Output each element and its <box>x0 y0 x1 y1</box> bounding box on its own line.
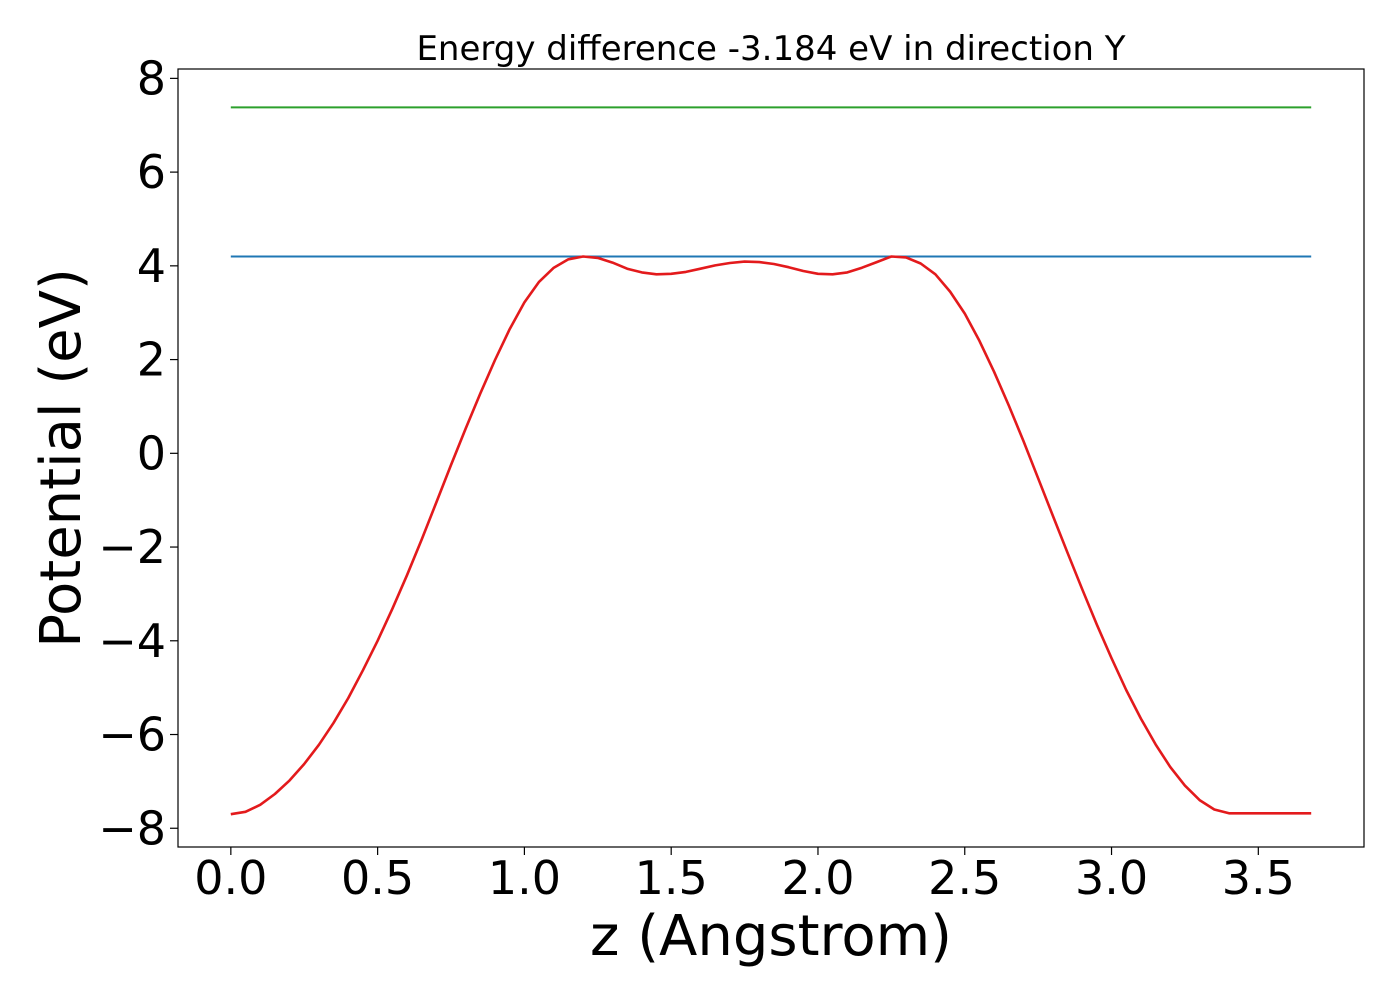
x-tick-label: 0.0 <box>194 851 267 905</box>
y-axis-label: Potential (eV) <box>29 268 94 648</box>
x-tick-label: 2.0 <box>781 851 854 905</box>
y-tick-label: 2 <box>137 333 166 387</box>
x-axis-label: z (Angstrom) <box>590 904 952 969</box>
x-axis-ticks: 0.0 0.5 1.0 1.5 2.0 2.5 3.0 3.5 <box>194 847 1295 905</box>
plot-frame <box>177 68 1365 848</box>
chart-title: Energy difference -3.184 eV in direction… <box>416 29 1125 69</box>
x-tick-label: 3.0 <box>1075 851 1148 905</box>
series-line-2 <box>230 255 1312 816</box>
x-tick-label: 1.0 <box>488 851 561 905</box>
x-tick-label: 3.5 <box>1222 851 1295 905</box>
x-tick-label: 2.5 <box>928 851 1001 905</box>
y-tick-label: 6 <box>137 145 166 199</box>
y-axis-ticks: −8 −6 −4 −2 0 2 4 6 8 <box>98 51 178 855</box>
y-tick-label: −4 <box>98 614 166 668</box>
y-tick-label: 4 <box>137 239 166 293</box>
x-tick-label: 0.5 <box>341 851 414 905</box>
y-tick-label: 8 <box>137 51 166 105</box>
y-tick-label: −8 <box>98 801 166 855</box>
series-layer <box>230 106 1312 816</box>
y-tick-label: −6 <box>98 708 166 762</box>
x-tick-label: 1.5 <box>635 851 708 905</box>
y-tick-label: 0 <box>137 426 166 480</box>
y-tick-label: −2 <box>98 520 166 574</box>
